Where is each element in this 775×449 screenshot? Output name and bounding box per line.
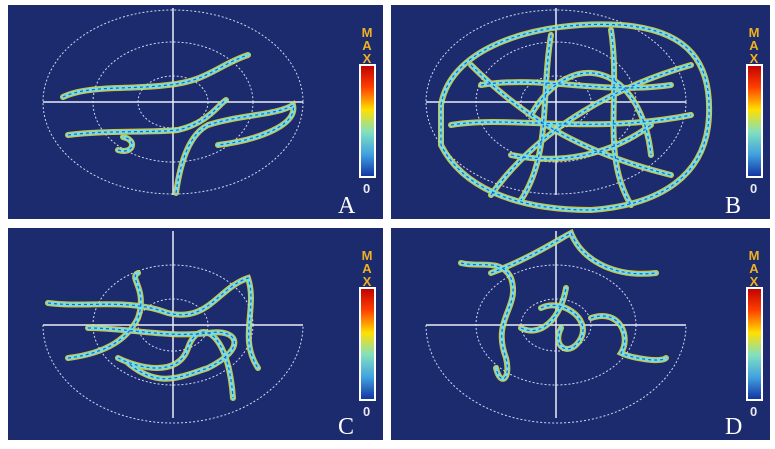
colorbar bbox=[359, 287, 376, 401]
colorbar-min-label: 0 bbox=[363, 404, 370, 419]
track bbox=[61, 53, 296, 195]
colorbar-min-label: 0 bbox=[750, 181, 757, 196]
panel: MAX 0A bbox=[8, 5, 383, 219]
panel: MAX 0C bbox=[8, 228, 383, 440]
colorbar-max-label: MAX bbox=[360, 25, 375, 64]
panel-label: B bbox=[725, 193, 741, 219]
colorbar-min-label: 0 bbox=[363, 181, 370, 196]
colorbar bbox=[746, 287, 763, 401]
track bbox=[459, 230, 668, 381]
colorbar-max-label: MAX bbox=[747, 248, 762, 287]
panel-background bbox=[8, 5, 383, 219]
colorbar bbox=[746, 64, 763, 178]
panel-label: C bbox=[338, 414, 354, 440]
colorbar-max-label: MAX bbox=[360, 248, 375, 287]
colorbar-max-label: MAX bbox=[747, 25, 762, 64]
colorbar bbox=[359, 64, 376, 178]
colorbar-min-label: 0 bbox=[750, 404, 757, 419]
track-core bbox=[47, 272, 259, 399]
panel: MAX 0D bbox=[391, 228, 770, 440]
panel: MAX 0B bbox=[391, 5, 770, 219]
panel-label: A bbox=[338, 193, 356, 219]
panel-label: D bbox=[725, 414, 742, 440]
track-core bbox=[440, 23, 710, 211]
